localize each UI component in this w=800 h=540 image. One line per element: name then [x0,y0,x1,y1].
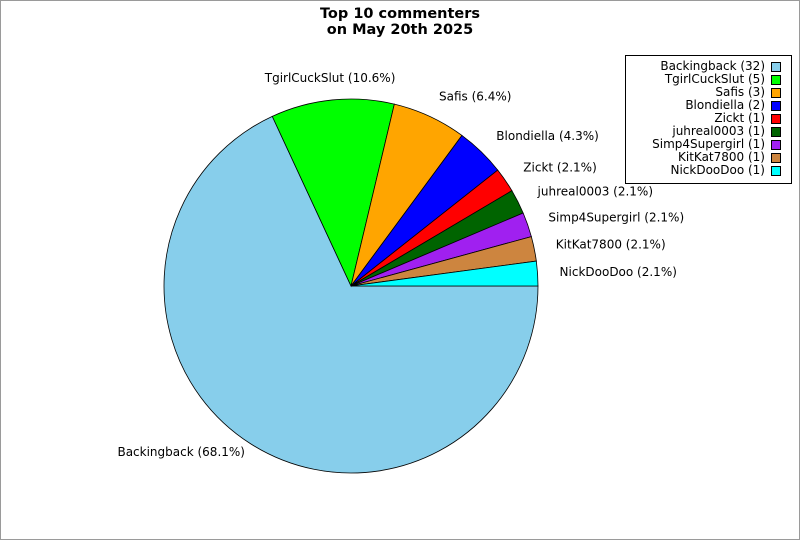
pie-slice-nickdoodoo [350,260,539,287]
legend-swatch [771,100,781,111]
pie-labels: Backingback (68.1%) TgirlCuckSlut (10.6%)… [117,71,684,459]
slice-label-safis: Safis (6.4%) [439,89,511,103]
legend-label: juhreal0003 (1) [672,124,765,138]
slice-label-backingback: Backingback (68.1%) [117,445,245,459]
legend-label: NickDooDoo (1) [670,163,765,177]
legend-label: TgirlCuckSlut (5) [664,72,765,86]
slice-label-simp4supergirl: Simp4Supergirl (2.1%) [548,210,684,224]
legend-item-juhreal0003: juhreal0003 (1) [626,125,791,138]
legend-swatch [771,152,781,163]
pie-slice-tgirlcuckslut [271,98,395,288]
legend: Backingback (32) TgirlCuckSlut (5) Safis (… [625,55,792,184]
legend-swatch [771,139,781,150]
legend-swatch [771,61,781,72]
legend-label: Simp4Supergirl (1) [652,137,765,151]
legend-swatch [771,126,781,137]
legend-label: Backingback (32) [660,59,765,73]
slice-label-nickdoodoo: NickDooDoo (2.1%) [560,265,677,279]
legend-item-tgirlcuckslut: TgirlCuckSlut (5) [626,73,791,86]
legend-item-kitkat7800: KitKat7800 (1) [626,151,791,164]
legend-item-nickdoodoo: NickDooDoo (1) [626,164,791,177]
slice-label-juhreal0003: juhreal0003 (2.1%) [537,185,654,199]
slice-label-tgirlcuckslut: TgirlCuckSlut (10.6%) [264,71,396,85]
legend-label: KitKat7800 (1) [678,150,765,164]
pie-slice-backingback [163,115,539,474]
pie-slices [163,98,539,474]
legend-item-safis: Safis (3) [626,86,791,99]
legend-item-backingback: Backingback (32) [626,60,791,73]
slice-label-blondiella: Blondiella (4.3%) [496,129,599,143]
legend-swatch [771,165,781,176]
legend-swatch [771,113,781,124]
chart-title-line-2: on May 20th 2025 [326,22,474,38]
legend-label: Zickt (1) [714,111,765,125]
legend-item-blondiella: Blondiella (2) [626,99,791,112]
legend-item-zickt: Zickt (1) [626,112,791,125]
legend-item-simp4supergirl: Simp4Supergirl (1) [626,138,791,151]
slice-label-zickt: Zickt (2.1%) [523,161,596,175]
legend-swatch [771,74,781,85]
chart-title: Top 10 commenters on May 20th 2025 [1,6,799,38]
slice-label-kitkat7800: KitKat7800 (2.1%) [556,237,666,251]
legend-swatch [771,87,781,98]
legend-label: Safis (3) [715,85,765,99]
legend-label: Blondiella (2) [685,98,765,112]
chart-title-line-1: Top 10 commenters [319,6,481,22]
